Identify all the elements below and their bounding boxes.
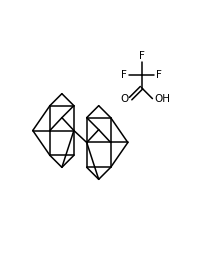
Text: F: F — [139, 51, 145, 61]
Text: OH: OH — [154, 94, 170, 104]
Text: F: F — [121, 70, 127, 80]
Text: O: O — [120, 94, 129, 104]
Text: F: F — [156, 70, 162, 80]
